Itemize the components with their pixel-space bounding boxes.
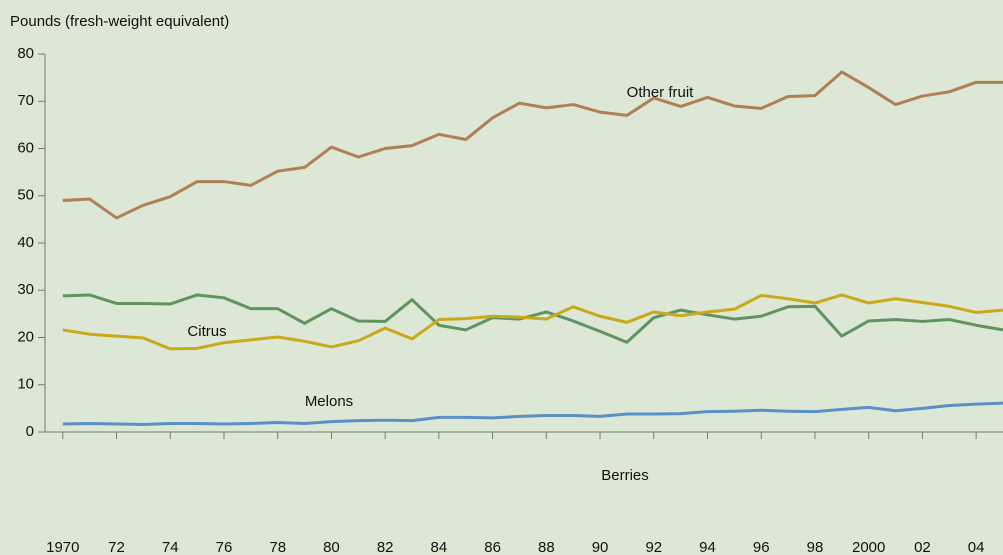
series-label: Citrus xyxy=(187,323,226,340)
x-tick-label: 02 xyxy=(914,539,931,555)
series-line xyxy=(62,293,1003,351)
y-tick-label: 10 xyxy=(17,376,34,393)
series-line xyxy=(62,293,1003,344)
x-tick-label: 80 xyxy=(323,539,340,555)
x-tick-label: 2000 xyxy=(852,539,885,555)
x-tick-label: 92 xyxy=(645,539,662,555)
x-tick-label: 72 xyxy=(108,539,125,555)
x-tick-label: 90 xyxy=(592,539,609,555)
y-tick-label: 60 xyxy=(17,139,34,156)
x-tick-label: 74 xyxy=(162,539,179,555)
x-tick-label: 96 xyxy=(753,539,770,555)
y-tick-label: 0 xyxy=(26,423,34,440)
y-tick-label: 80 xyxy=(17,45,34,62)
x-tick-label: 82 xyxy=(377,539,394,555)
series-line xyxy=(62,70,1003,220)
x-tick-label: 88 xyxy=(538,539,555,555)
x-tick-label: 98 xyxy=(807,539,824,555)
y-tick-label: 40 xyxy=(17,234,34,251)
x-tick-label: 04 xyxy=(968,539,985,555)
y-tick-label: 30 xyxy=(17,281,34,298)
y-tick-label: 50 xyxy=(17,187,34,204)
x-tick-label: 1970 xyxy=(46,539,79,555)
x-tick-label: 76 xyxy=(216,539,233,555)
series-line xyxy=(62,401,1003,426)
y-axis-label: Pounds (fresh-weight equivalent) xyxy=(10,13,229,30)
series-label: Melons xyxy=(305,393,353,410)
x-tick-label: 94 xyxy=(699,539,716,555)
series-label: Berries xyxy=(601,467,649,484)
x-tick-label: 84 xyxy=(431,539,448,555)
y-tick-label: 20 xyxy=(17,328,34,345)
x-tick-label: 78 xyxy=(269,539,286,555)
x-tick-label: 86 xyxy=(484,539,501,555)
series-label: Other fruit xyxy=(627,84,695,101)
y-tick-label: 70 xyxy=(17,92,34,109)
